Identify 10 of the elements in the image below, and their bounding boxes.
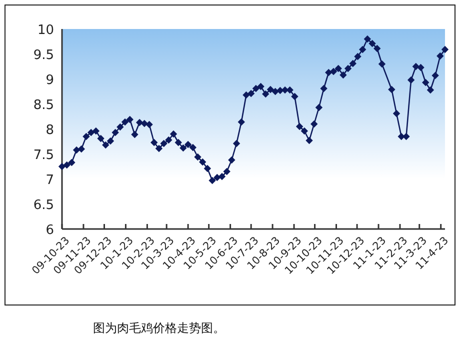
y-tick-label: 8 xyxy=(46,123,54,138)
y-tick-label: 6.5 xyxy=(33,198,54,213)
y-tick-label: 10 xyxy=(37,23,54,38)
y-tick-label: 8.5 xyxy=(33,98,54,113)
y-tick-label: 7.5 xyxy=(33,148,54,163)
y-tick-label: 6 xyxy=(46,223,54,238)
y-tick-label: 7 xyxy=(46,173,54,188)
text: 图为肉毛鸡价格走势图。 xyxy=(93,321,225,335)
y-tick-label: 9 xyxy=(46,73,54,88)
y-tick-label: 9.5 xyxy=(33,48,54,63)
